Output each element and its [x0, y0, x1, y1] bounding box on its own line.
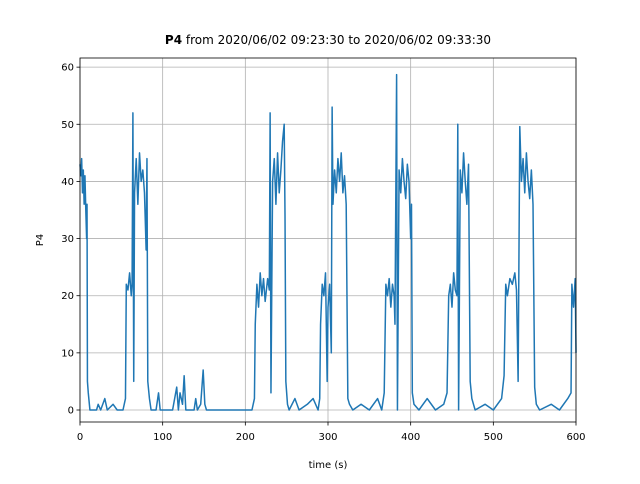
x-tick-label: 200 — [236, 432, 255, 443]
title-text: from 2020/06/02 09:23:30 to 2020/06/02 0… — [186, 33, 491, 47]
x-tick-label: 500 — [484, 432, 503, 443]
x-tick-label: 300 — [318, 432, 337, 443]
x-tick-label: 100 — [153, 432, 172, 443]
title-bold: P4 — [165, 33, 182, 47]
axes-frame — [79, 57, 577, 423]
data-line — [79, 73, 577, 411]
chart-title: P4 from 2020/06/02 09:23:30 to 2020/06/0… — [165, 33, 491, 47]
y-tick-label: 10 — [61, 348, 74, 359]
x-axis-label: time (s) — [309, 460, 348, 471]
y-tick-label: 40 — [61, 177, 74, 188]
x-tick-label: 0 — [77, 432, 83, 443]
x-tick-label: 600 — [566, 432, 585, 443]
y-axis-label: P4 — [35, 234, 46, 246]
y-tick-label: 0 — [68, 406, 74, 417]
y-tick-label: 50 — [61, 120, 74, 131]
y-tick-label: 60 — [61, 63, 74, 74]
y-tick-label: 20 — [61, 291, 74, 302]
x-tick-label: 400 — [401, 432, 420, 443]
y-tick-label: 30 — [61, 234, 74, 245]
